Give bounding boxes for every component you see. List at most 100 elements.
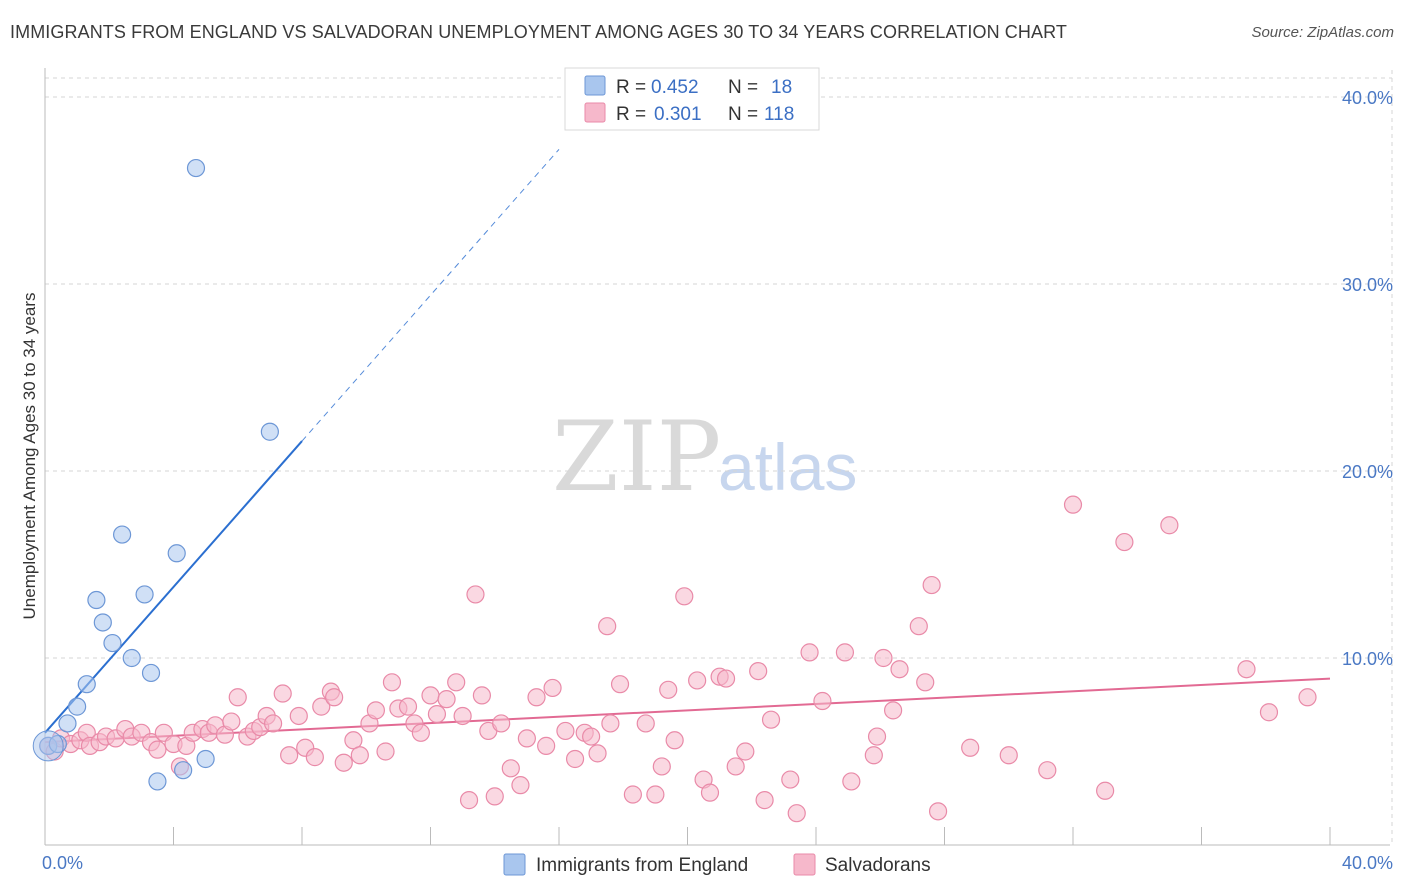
bottom-legend-swatch-salvadoran [793,853,816,876]
salvadoran-point-25 [228,688,247,707]
salvadoran-point-60 [492,714,511,733]
salvadoran-point-91 [761,710,781,729]
salvadoran-point-44 [376,742,395,761]
england-point-cluster [32,730,64,762]
legend-n-label-salvadoran: N = [728,104,758,125]
salvadoran-point-77 [646,785,665,804]
salvadoran-point-109 [1038,761,1057,780]
salvadoran-point-35 [305,748,324,767]
bottom-legend-label-salvadoran: Salvadorans [825,855,931,876]
salvadoran-point-31 [273,684,292,703]
england-point-3 [68,697,87,716]
salvadoran-point-47 [398,697,418,716]
salvadoran-point-41 [350,746,369,765]
salvadoran-point-43 [366,701,385,720]
england-point-6 [93,613,112,632]
england-point-8 [112,525,132,544]
salvadoran-point-72 [598,617,617,636]
salvadoran-point-59 [485,787,504,806]
salvadoran-point-55 [459,791,479,810]
salvadoran-point-89 [749,661,768,681]
legend-r-label-england: R = [616,77,646,98]
salvadoran-point-66 [543,678,562,698]
legend-swatch-salvadoran [584,102,606,123]
salvadoran-point-53 [447,673,466,692]
salvadoran-point-116 [1298,688,1317,707]
watermark-atlas: atlas [718,430,857,504]
salvadoran-point-86 [716,669,736,688]
salvadoran-point-106 [928,802,948,821]
legend-n-value-england: 18 [771,77,792,98]
salvadoran-point-76 [636,714,655,733]
watermark-zip: ZIP [552,401,721,513]
y-tick-label-40: 40.0% [1342,88,1393,108]
salvadoran-point-45 [382,673,402,692]
salvadoran-point-51 [427,704,447,724]
salvadoran-point-71 [588,744,607,763]
trend-line-england-extension [301,149,560,442]
salvadoran-point-36 [312,697,331,716]
salvadoran-point-32 [280,746,299,765]
salvadoran-point-82 [688,671,707,690]
salvadoran-point-49 [411,723,430,742]
legend-r-value-salvadoran: 0.301 [654,104,702,125]
salvadoran-point-97 [842,772,861,791]
salvadoran-point-115 [1259,703,1279,722]
salvadoran-point-40 [344,731,363,750]
salvadoran-point-81 [675,587,694,606]
salvadoran-point-33 [289,706,308,726]
salvadoran-point-38 [325,688,344,707]
axes: 10.0% 20.0% 30.0% 40.0% 0.0% 40.0% [42,68,1393,873]
england-point-13 [167,544,186,563]
salvadoran-point-104 [916,673,935,692]
england-point-4 [77,675,96,694]
trend-line-salvadoran [44,677,1331,744]
salvadoran-point-110 [1063,495,1083,514]
england-point-14 [174,761,193,780]
england-point-15 [186,158,206,178]
salvadoran-point-95 [813,691,832,711]
salvadoran-point-96 [835,643,855,662]
bottom-legend: Immigrants from England Salvadorans [503,853,931,876]
bottom-legend-label-england: Immigrants from England [536,855,748,876]
england-point-11 [141,663,161,683]
england-point-2 [58,714,77,733]
salvadoran-point-94 [800,643,819,662]
salvadoran-point-105 [922,575,941,595]
england-point-12 [148,772,167,791]
salvadoran-point-107 [961,738,980,757]
salvadoran-point-68 [565,749,585,769]
salvadoran-point-78 [652,757,671,776]
salvadoran-point-79 [659,680,678,699]
england-point-10 [135,585,154,604]
salvadoran-point-108 [999,746,1018,765]
salvadoran-point-101 [883,701,903,720]
salvadoran-point-112 [1115,532,1134,552]
salvadoran-point-84 [700,783,720,802]
grid-lines [45,70,1393,845]
bottom-legend-swatch-england [503,853,526,876]
salvadoran-point-14 [148,740,167,759]
salvadoran-point-88 [736,742,755,761]
england-point-9 [122,648,141,668]
salvadoran-point-80 [665,731,684,750]
legend-swatch-england [584,75,606,96]
y-tick-label-10: 10.0% [1342,649,1393,669]
legend-box [564,67,820,131]
chart-title: IMMIGRANTS FROM ENGLAND VS SALVADORAN UN… [10,22,1067,42]
salvadoran-point-92 [781,770,800,789]
salvadoran-point-100 [874,648,893,668]
x-tick-label-min: 0.0% [42,853,83,873]
england-point-17 [260,422,279,441]
england-point-7 [103,633,122,653]
salvadoran-point-39 [334,753,353,772]
salvadoran-point-62 [511,776,530,795]
salvadoran-point-54 [453,706,472,726]
salvadoran-point-103 [909,617,928,636]
legend-r-label-salvadoran: R = [616,104,646,125]
salvadoran-point-73 [601,714,620,733]
salvadoran-point-57 [472,686,491,705]
legend-n-value-salvadoran: 118 [764,104,794,125]
salvadoran-point-111 [1096,781,1115,800]
